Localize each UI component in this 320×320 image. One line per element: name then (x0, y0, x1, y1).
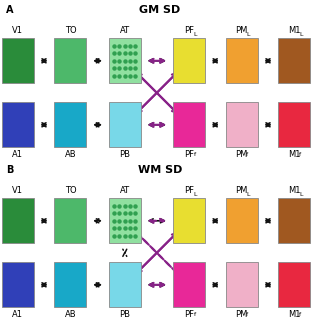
Text: WM SD: WM SD (138, 165, 182, 175)
Bar (2, 262, 34, 307)
Text: f: f (194, 152, 196, 157)
Bar (54, 198, 86, 243)
Bar (109, 262, 141, 307)
Text: GM SD: GM SD (140, 5, 180, 15)
Text: PM: PM (236, 186, 248, 195)
Text: PM: PM (236, 26, 248, 35)
Bar (2, 198, 34, 243)
Text: TO: TO (65, 186, 76, 195)
Text: PM: PM (236, 310, 248, 319)
Bar (278, 262, 310, 307)
Text: AT: AT (120, 26, 130, 35)
Text: f: f (194, 312, 196, 317)
Bar (2, 38, 34, 83)
Text: M1: M1 (288, 150, 301, 159)
Bar (226, 198, 258, 243)
Bar (278, 198, 310, 243)
Bar (278, 38, 310, 83)
Bar (109, 38, 141, 83)
Text: AB: AB (65, 310, 76, 319)
Text: AB: AB (65, 150, 76, 159)
Bar (109, 198, 141, 243)
Bar (54, 38, 86, 83)
Bar (2, 102, 34, 147)
Text: f: f (246, 312, 249, 317)
Bar (226, 38, 258, 83)
Bar (226, 262, 258, 307)
Bar (54, 102, 86, 147)
Text: L: L (194, 32, 197, 37)
Bar (173, 38, 205, 83)
Text: L: L (246, 32, 250, 37)
Text: V1: V1 (12, 26, 23, 35)
Bar (226, 102, 258, 147)
Text: M1: M1 (288, 26, 301, 35)
Text: L: L (299, 32, 303, 37)
Text: f: f (299, 152, 301, 157)
Text: PM: PM (236, 150, 248, 159)
Text: M1: M1 (288, 310, 301, 319)
Text: PF: PF (184, 186, 194, 195)
Text: TO: TO (65, 26, 76, 35)
Bar (173, 198, 205, 243)
Text: L: L (299, 192, 303, 197)
Text: PF: PF (184, 310, 194, 319)
Text: A: A (6, 5, 14, 15)
Text: f: f (299, 312, 301, 317)
Text: PF: PF (184, 150, 194, 159)
Bar (173, 102, 205, 147)
Text: PF: PF (184, 26, 194, 35)
Bar (278, 102, 310, 147)
Text: A1: A1 (12, 310, 23, 319)
Text: A1: A1 (12, 150, 23, 159)
Bar (109, 102, 141, 147)
Bar (54, 262, 86, 307)
Text: L: L (246, 192, 250, 197)
Text: AT: AT (120, 186, 130, 195)
Text: PB: PB (119, 150, 130, 159)
Text: V1: V1 (12, 186, 23, 195)
Text: f: f (246, 152, 249, 157)
Text: M1: M1 (288, 186, 301, 195)
Text: PB: PB (119, 310, 130, 319)
Text: L: L (194, 192, 197, 197)
Text: B: B (6, 165, 14, 175)
Bar (173, 262, 205, 307)
